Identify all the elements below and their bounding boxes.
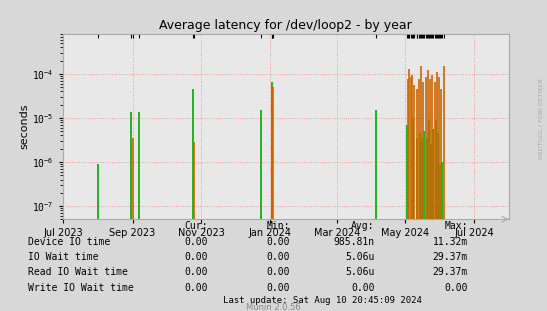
Text: Read IO Wait time: Read IO Wait time <box>28 267 129 277</box>
Text: 0.00: 0.00 <box>266 283 290 293</box>
Text: Cur:: Cur: <box>184 220 208 230</box>
Text: Max:: Max: <box>444 220 468 230</box>
Text: 0.00: 0.00 <box>351 283 375 293</box>
Text: 0.00: 0.00 <box>184 283 208 293</box>
Text: IO Wait time: IO Wait time <box>28 252 99 262</box>
Text: 0.00: 0.00 <box>266 267 290 277</box>
Text: 0.00: 0.00 <box>266 252 290 262</box>
Text: 0.00: 0.00 <box>444 283 468 293</box>
Text: 985.81n: 985.81n <box>334 237 375 247</box>
Text: 5.06u: 5.06u <box>345 252 375 262</box>
Text: 29.37m: 29.37m <box>433 252 468 262</box>
Text: RRDTOOL / TOBI OETIKER: RRDTOOL / TOBI OETIKER <box>538 78 543 159</box>
Text: 11.32m: 11.32m <box>433 237 468 247</box>
Text: Avg:: Avg: <box>351 220 375 230</box>
Text: Munin 2.0.56: Munin 2.0.56 <box>246 303 301 311</box>
Y-axis label: seconds: seconds <box>20 104 30 150</box>
Text: 5.06u: 5.06u <box>345 267 375 277</box>
Text: 0.00: 0.00 <box>184 237 208 247</box>
Text: Device IO time: Device IO time <box>28 237 110 247</box>
Text: 0.00: 0.00 <box>266 237 290 247</box>
Text: Min:: Min: <box>266 220 290 230</box>
Title: Average latency for /dev/loop2 - by year: Average latency for /dev/loop2 - by year <box>159 19 412 32</box>
Text: 0.00: 0.00 <box>184 267 208 277</box>
Text: 0.00: 0.00 <box>184 252 208 262</box>
Text: Write IO Wait time: Write IO Wait time <box>28 283 134 293</box>
Text: Last update: Sat Aug 10 20:45:09 2024: Last update: Sat Aug 10 20:45:09 2024 <box>223 296 422 305</box>
Text: 29.37m: 29.37m <box>433 267 468 277</box>
